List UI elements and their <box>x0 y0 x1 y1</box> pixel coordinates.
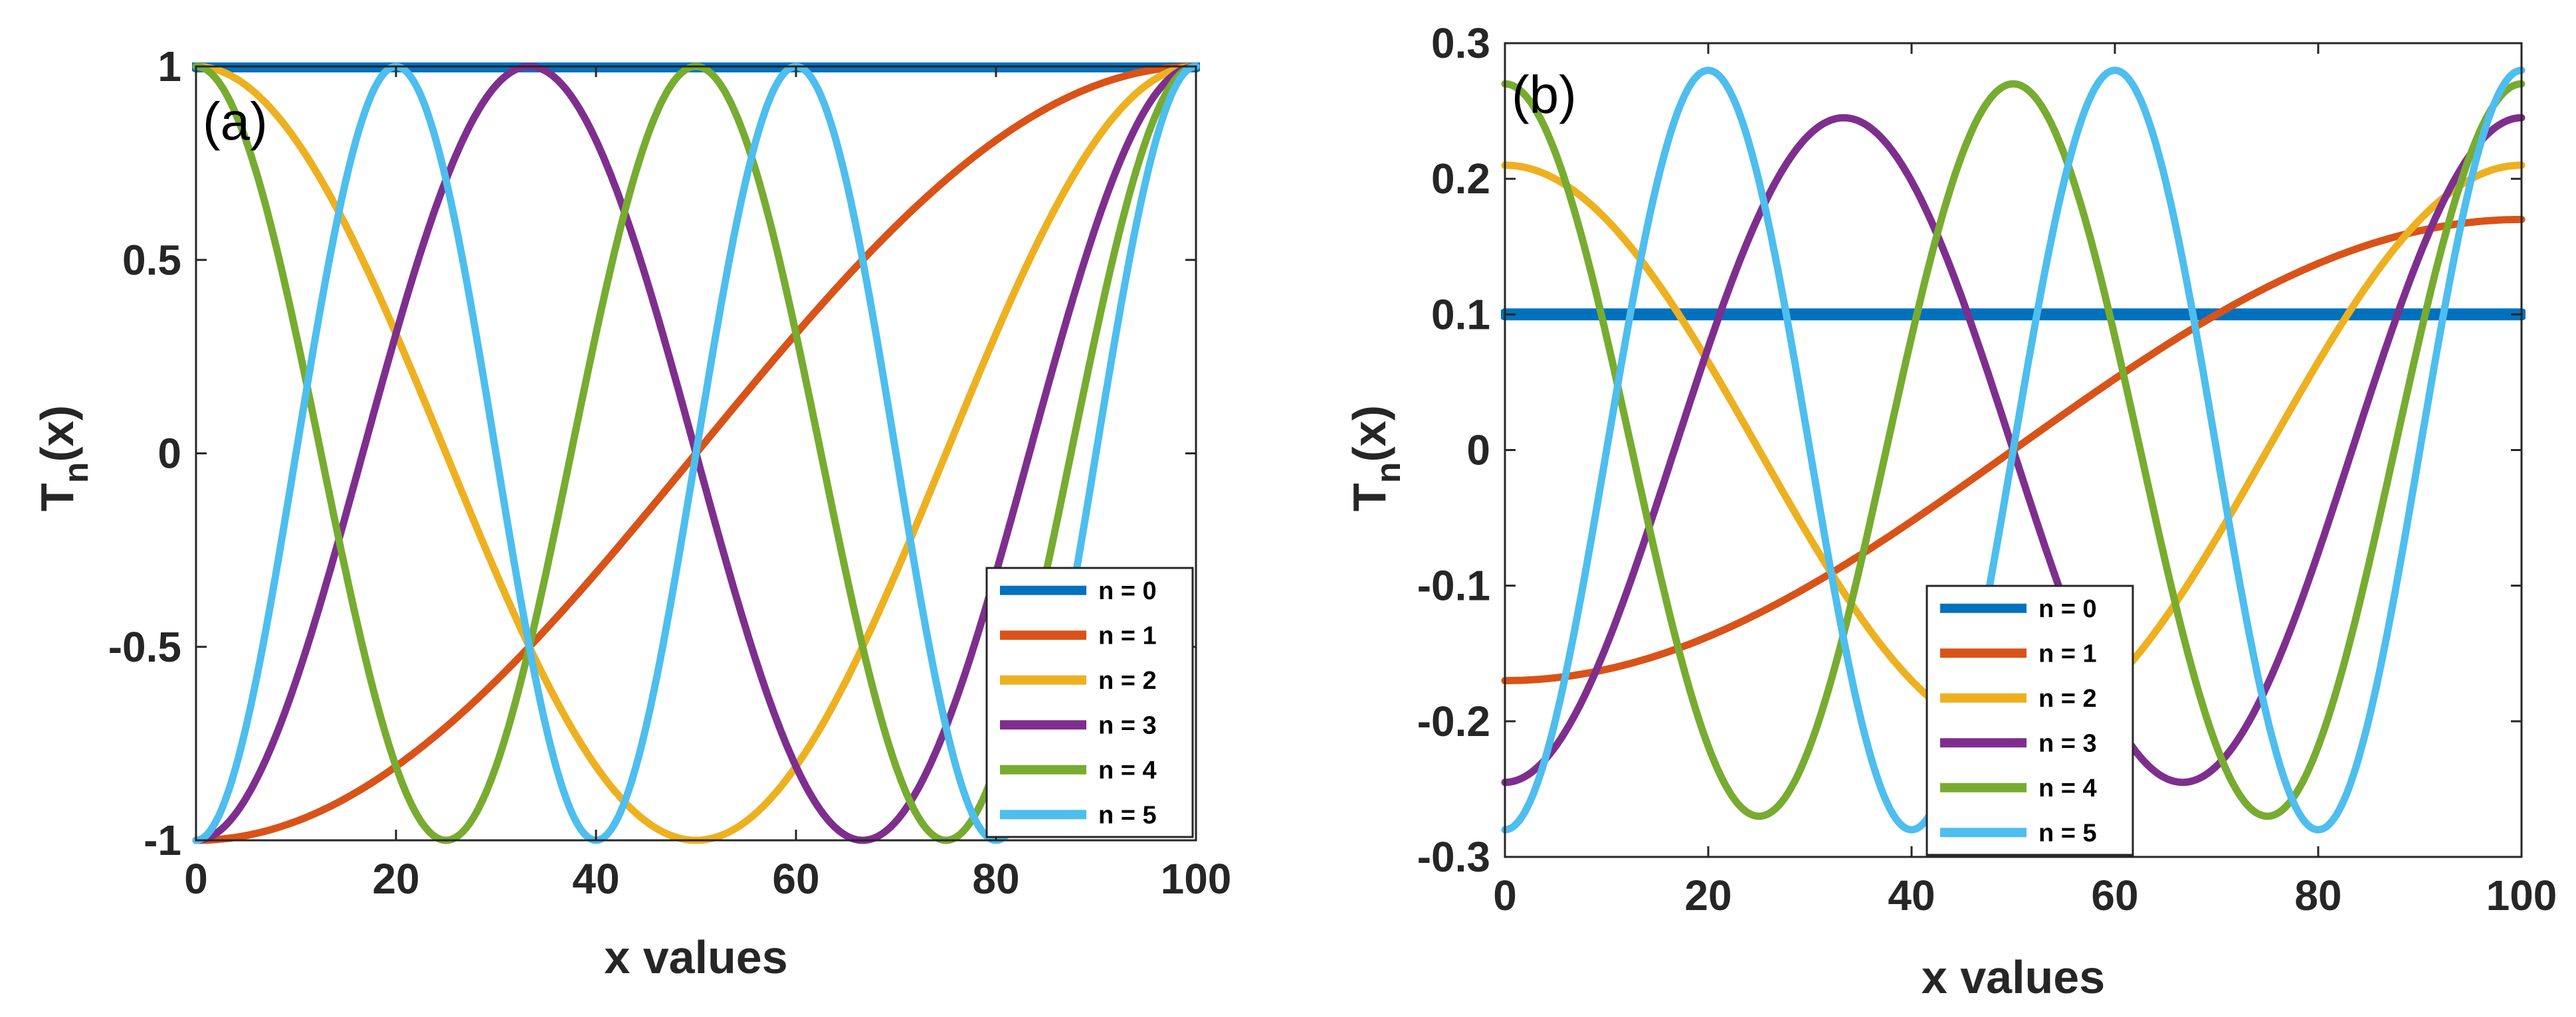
legend-label-n1: n = 1 <box>2038 640 2097 668</box>
x-axis-label: x values <box>604 931 787 983</box>
legend-label-n4: n = 4 <box>1098 757 1157 785</box>
y-tick-label: 0.3 <box>1431 19 1490 67</box>
y-axis-label-subscript: n <box>57 462 96 484</box>
x-tick-label: 0 <box>1493 872 1517 919</box>
y-axis-label: Tn(x) <box>1343 405 1408 511</box>
x-tick-label: 100 <box>2486 872 2557 919</box>
x-tick-label: 40 <box>572 855 619 903</box>
legend-label-n0: n = 0 <box>2038 595 2097 623</box>
panel-label: (b) <box>1512 65 1577 124</box>
x-tick-label: 80 <box>2294 872 2341 919</box>
x-tick-label: 60 <box>2091 872 2138 919</box>
y-tick-label: -1 <box>144 816 181 864</box>
legend: n = 0 n = 1 n = 2 n = 3 n = 4 n = 5 <box>985 567 1194 838</box>
legend-label-n0: n = 0 <box>1098 577 1157 605</box>
y-tick-label: 1 <box>157 43 181 90</box>
legend-label-n3: n = 3 <box>1098 711 1157 739</box>
legend-label-n2: n = 2 <box>2038 685 2097 713</box>
y-axis-label-tail: (x) <box>1343 405 1395 462</box>
y-axis-label-subscript: n <box>1369 462 1408 484</box>
x-tick-label: 20 <box>372 855 419 903</box>
y-axis-label-main: T <box>31 483 83 511</box>
x-tick-label: 0 <box>184 855 208 903</box>
legend-label-n1: n = 1 <box>1098 622 1157 650</box>
y-axis-label-main: T <box>1343 483 1395 511</box>
x-tick-label: 40 <box>1888 872 1935 919</box>
y-tick-label: -0.3 <box>1417 833 1490 881</box>
legend-label-n4: n = 4 <box>2038 775 2097 802</box>
legend-box <box>1926 585 2134 856</box>
panel-b: 0 20 40 60 80 100 -0.3 -0.2 -0.1 0 0.1 0.2 0.3 x valu… <box>1343 19 2557 1003</box>
series-lines <box>1501 66 2526 834</box>
legend-label-n5: n = 5 <box>1098 801 1157 829</box>
y-tick-label: -0.2 <box>1417 697 1490 745</box>
legend-label-n5: n = 5 <box>2038 819 2097 847</box>
y-axis-label-tail: (x) <box>31 405 83 462</box>
panel-label: (a) <box>203 92 268 151</box>
legend-box <box>985 567 1194 838</box>
x-tick-label: 100 <box>1161 855 1232 903</box>
y-tick-label: 0.2 <box>1431 155 1490 203</box>
x-tick-label: 80 <box>972 855 1019 903</box>
series-line-n5 <box>1501 66 2526 834</box>
x-axis-label: x values <box>1922 951 2105 1003</box>
y-tick-label: 0 <box>157 430 181 478</box>
y-tick-label: -0.5 <box>108 623 181 671</box>
y-tick-label: 0 <box>1466 426 1490 474</box>
legend: n = 0 n = 1 n = 2 n = 3 n = 4 n = 5 <box>1926 585 2134 856</box>
legend-label-n2: n = 2 <box>1098 667 1157 695</box>
series-line-n4 <box>1501 80 2526 820</box>
y-axis-label: Tn(x) <box>31 405 96 511</box>
y-tick-label: 0.1 <box>1431 290 1490 338</box>
panel-a: 0 20 40 60 80 100 -1 -0.5 0 0.5 1 x values Tn(x) (a) n… <box>31 43 1231 983</box>
x-tick-label: 20 <box>1684 872 1732 919</box>
x-tick-label: 60 <box>772 855 819 903</box>
legend-label-n3: n = 3 <box>2038 729 2097 757</box>
y-tick-label: 0.5 <box>122 236 181 284</box>
y-tick-label: -0.1 <box>1417 562 1490 610</box>
